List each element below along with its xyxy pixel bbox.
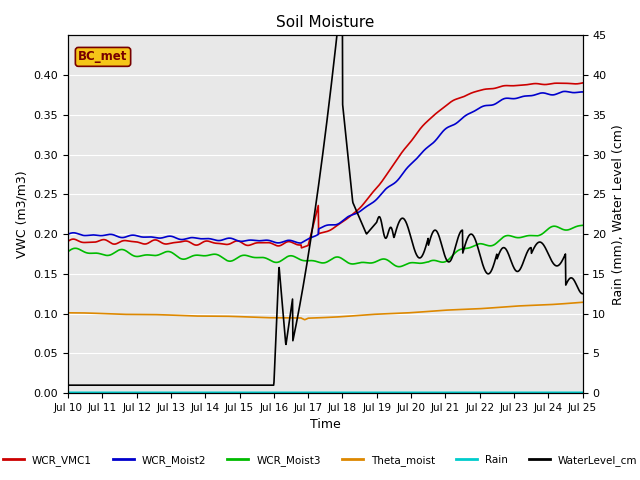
Title: Soil Moisture: Soil Moisture: [276, 15, 374, 30]
X-axis label: Time: Time: [310, 419, 340, 432]
Y-axis label: VWC (m3/m3): VWC (m3/m3): [15, 170, 28, 258]
Text: BC_met: BC_met: [78, 50, 128, 63]
Legend: WCR_VMC1, WCR_Moist2, WCR_Moist3, Theta_moist, Rain, WaterLevel_cm: WCR_VMC1, WCR_Moist2, WCR_Moist3, Theta_…: [0, 451, 640, 470]
Y-axis label: Rain (mm), Water Level (cm): Rain (mm), Water Level (cm): [612, 124, 625, 305]
